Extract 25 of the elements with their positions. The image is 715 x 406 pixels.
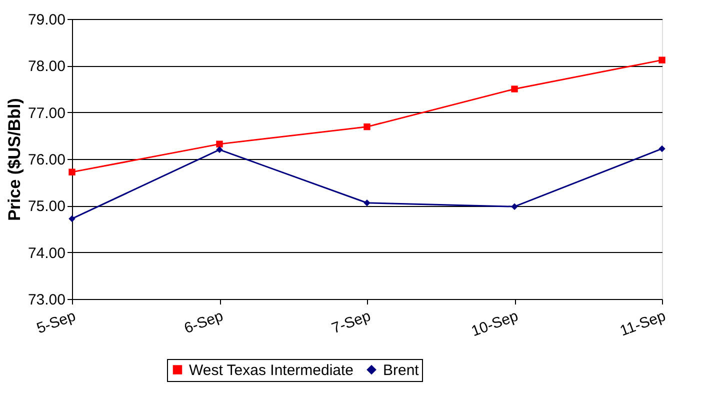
y-tick-label: 76.00 xyxy=(28,152,66,168)
x-tick-label: 5-Sep xyxy=(34,308,78,338)
point xyxy=(364,200,370,206)
y-tick-label: 79.00 xyxy=(28,12,66,28)
point xyxy=(511,203,518,210)
y-tick-label: 75.00 xyxy=(28,198,66,216)
point xyxy=(216,146,223,154)
point xyxy=(658,56,666,64)
point xyxy=(511,86,518,92)
point xyxy=(68,215,76,222)
x-tick-label: 10-Sep xyxy=(469,308,520,340)
point xyxy=(216,140,223,148)
y-tick-label: 77.00 xyxy=(28,104,66,122)
point xyxy=(68,168,76,176)
x-tick-label: 6-Sep xyxy=(182,308,226,338)
y-tick-label: 74.00 xyxy=(28,244,66,262)
legend-label: Brent xyxy=(383,362,420,379)
y-axis-title: Price ($US/Bbl) xyxy=(4,98,24,221)
point xyxy=(364,123,370,130)
point xyxy=(658,145,666,152)
legend-label: West Texas Intermediate xyxy=(189,362,354,379)
y-tick-label: 78.00 xyxy=(28,58,66,76)
y-tick-label: 73.00 xyxy=(28,292,66,308)
x-tick-label: 11-Sep xyxy=(618,308,668,340)
x-tick-label: 7-Sep xyxy=(330,308,373,338)
